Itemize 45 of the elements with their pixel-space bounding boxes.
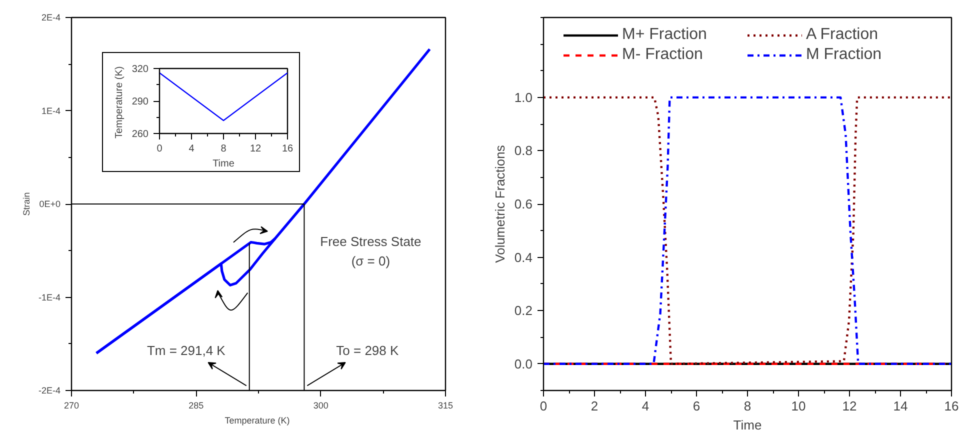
ref-line-label: Tm = 291,4 K [146,343,226,358]
x-tick-label: 0 [156,144,163,154]
x-tick-label: 16 [282,144,294,154]
x-tick-label: 0 [540,398,548,414]
y-tick-label: 320 [132,64,149,75]
y-axis-title: Strain [21,192,32,216]
x-tick-label: 10 [791,398,806,414]
y-tick-label: 0.2 [514,303,533,318]
x-tick-label: 270 [64,400,80,410]
y-tick-label: 0.4 [514,250,533,265]
x-axis-title: Time [212,158,235,170]
x-tick-label: 16 [944,398,959,414]
y-axis-title: Volumetric Fractions [492,144,508,263]
y-tick-label: 260 [132,129,149,140]
x-tick-label: 315 [438,400,454,410]
x-tick-label: 4 [642,398,650,414]
x-tick-label: 12 [842,398,857,414]
y-tick-label: 0.8 [514,143,533,158]
legend-label: M+ Fraction [622,26,708,44]
y-tick-label: 0.0 [514,356,533,372]
legend-label: A Fraction [806,26,880,44]
x-tick-label: 12 [250,144,262,154]
x-tick-label: 4 [188,144,195,154]
x-tick-label: 300 [313,400,328,410]
x-axis-title: Time [733,418,762,432]
x-tick-label: 2 [590,398,598,414]
x-tick-label: 285 [188,400,204,410]
x-axis-title: Temperature (K) [224,416,290,426]
x-tick-label: 8 [220,144,227,154]
y-tick-label: -1E-4 [38,292,61,302]
x-tick-label: 14 [893,398,908,414]
y-tick-label: -2E-4 [38,386,61,396]
y-tick-label: 1E-4 [41,106,61,116]
y-tick-label: 290 [132,96,149,108]
y-tick-label: 0E+0 [39,199,61,209]
y-tick-label: 1.0 [514,90,533,105]
ref-line-label: To = 298 K [336,343,400,358]
x-tick-label: 6 [692,398,700,414]
y-tick-label: 0.6 [514,196,533,212]
legend-label: M Fraction [806,46,883,64]
annotation: Free Stress State (σ = 0) [320,234,422,269]
legend-label: M- Fraction [622,46,704,64]
y-tick-label: 2E-4 [41,12,61,22]
y-axis-title: Temperature (K) [114,66,125,139]
x-tick-label: 8 [744,398,752,414]
